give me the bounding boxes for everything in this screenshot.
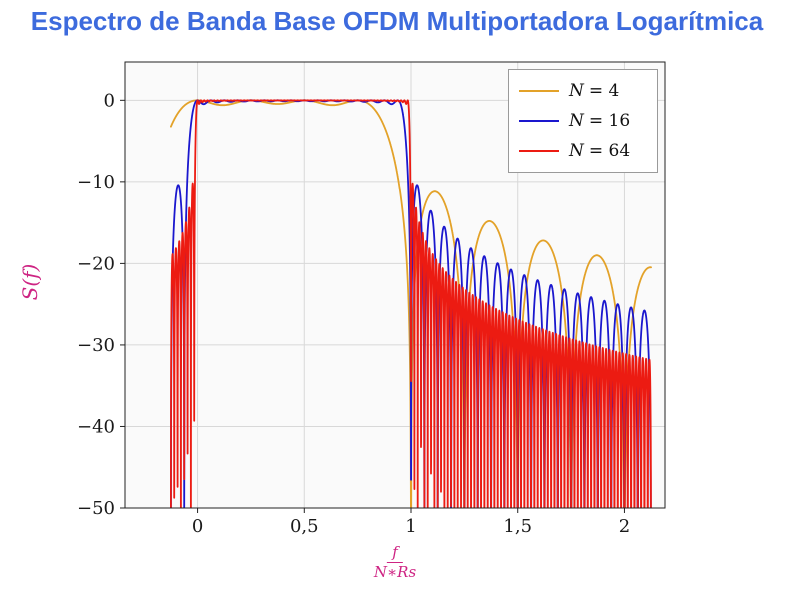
legend-label-n16: N = 16: [569, 111, 631, 131]
legend-line-n64: [519, 149, 559, 153]
x-axis-label: f N∗Rs: [374, 542, 416, 581]
legend-label-n4: N = 4: [569, 81, 620, 101]
legend-line-n16: [519, 119, 559, 123]
x-tick-label: 1: [405, 516, 416, 537]
x-axis-label-numerator: f: [387, 544, 403, 563]
legend-item-n4: N = 4: [519, 76, 647, 106]
legend-line-n4: [519, 89, 559, 93]
chart-title: Espectro de Banda Base OFDM Multiportado…: [30, 6, 764, 36]
series-line-n64: [170, 99, 652, 508]
x-tick-label: 0: [192, 516, 203, 537]
y-tick-label: −30: [77, 335, 115, 356]
legend-label-n64: N = 64: [569, 141, 631, 161]
plot-frame: [124, 61, 666, 509]
x-tick-label: 2: [619, 516, 630, 537]
legend-item-n64: N = 64: [519, 136, 647, 166]
y-tick-label: −20: [77, 253, 115, 274]
y-tick-label: −10: [77, 172, 115, 193]
x-axis-label-denominator: N∗Rs: [373, 563, 417, 581]
series-group: [170, 99, 652, 508]
y-tick-label: −40: [77, 416, 115, 437]
y-tick-label: 0: [104, 90, 115, 111]
x-tick-label: 1,5: [503, 516, 532, 537]
legend: N = 4 N = 16 N = 64: [508, 69, 658, 173]
y-tick-label: −50: [77, 498, 115, 519]
y-axis-label: S(f): [18, 263, 42, 301]
legend-item-n16: N = 16: [519, 106, 647, 136]
x-tick-label: 0,5: [290, 516, 319, 537]
